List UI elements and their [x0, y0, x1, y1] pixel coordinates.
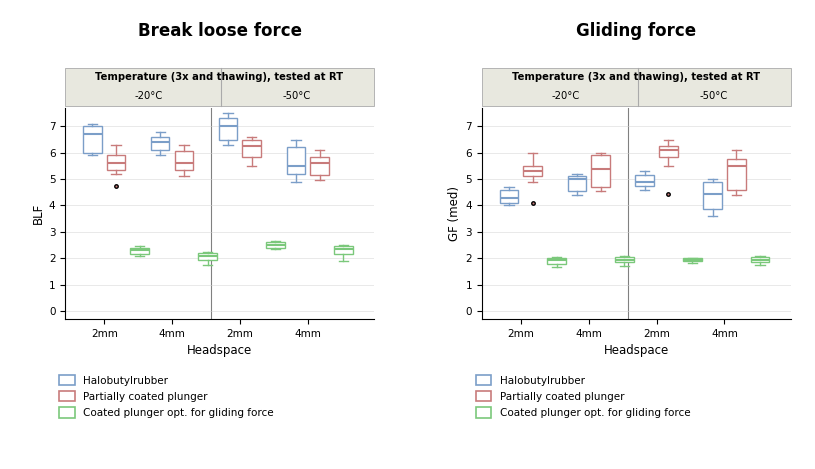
Bar	[482, 68, 791, 106]
Y-axis label: BLF: BLF	[32, 203, 45, 224]
PathPatch shape	[174, 151, 193, 170]
PathPatch shape	[567, 176, 586, 191]
Text: Temperature (3x and thawing), tested at RT: Temperature (3x and thawing), tested at …	[512, 72, 760, 82]
PathPatch shape	[267, 242, 284, 248]
PathPatch shape	[218, 119, 237, 140]
PathPatch shape	[591, 155, 610, 187]
X-axis label: Headspace: Headspace	[604, 344, 669, 357]
Text: -20°C: -20°C	[551, 91, 579, 101]
Text: Temperature (3x and thawing), tested at RT: Temperature (3x and thawing), tested at …	[95, 72, 344, 82]
Text: -50°C: -50°C	[283, 91, 311, 101]
PathPatch shape	[523, 166, 542, 176]
PathPatch shape	[659, 146, 678, 157]
PathPatch shape	[107, 155, 126, 170]
PathPatch shape	[151, 137, 170, 150]
Text: -20°C: -20°C	[134, 91, 163, 101]
Title: Gliding force: Gliding force	[576, 22, 696, 40]
Y-axis label: GF (med): GF (med)	[448, 186, 461, 241]
PathPatch shape	[334, 246, 353, 254]
X-axis label: Headspace: Headspace	[187, 344, 252, 357]
PathPatch shape	[683, 258, 702, 261]
Bar	[65, 68, 374, 106]
PathPatch shape	[547, 258, 566, 264]
PathPatch shape	[130, 248, 149, 254]
PathPatch shape	[500, 189, 518, 203]
PathPatch shape	[242, 140, 261, 157]
PathPatch shape	[83, 126, 102, 153]
PathPatch shape	[198, 253, 217, 259]
PathPatch shape	[727, 159, 746, 189]
Legend: Halobutylrubber, Partially coated plunger, Coated plunger opt. for gliding force: Halobutylrubber, Partially coated plunge…	[55, 371, 278, 422]
PathPatch shape	[311, 157, 329, 175]
Text: -50°C: -50°C	[699, 91, 728, 101]
PathPatch shape	[287, 147, 305, 174]
PathPatch shape	[636, 175, 654, 186]
PathPatch shape	[751, 257, 769, 262]
Title: Break loose force: Break loose force	[138, 22, 302, 40]
PathPatch shape	[615, 257, 634, 262]
PathPatch shape	[703, 182, 722, 210]
Legend: Halobutylrubber, Partially coated plunger, Coated plunger opt. for gliding force: Halobutylrubber, Partially coated plunge…	[472, 371, 694, 422]
